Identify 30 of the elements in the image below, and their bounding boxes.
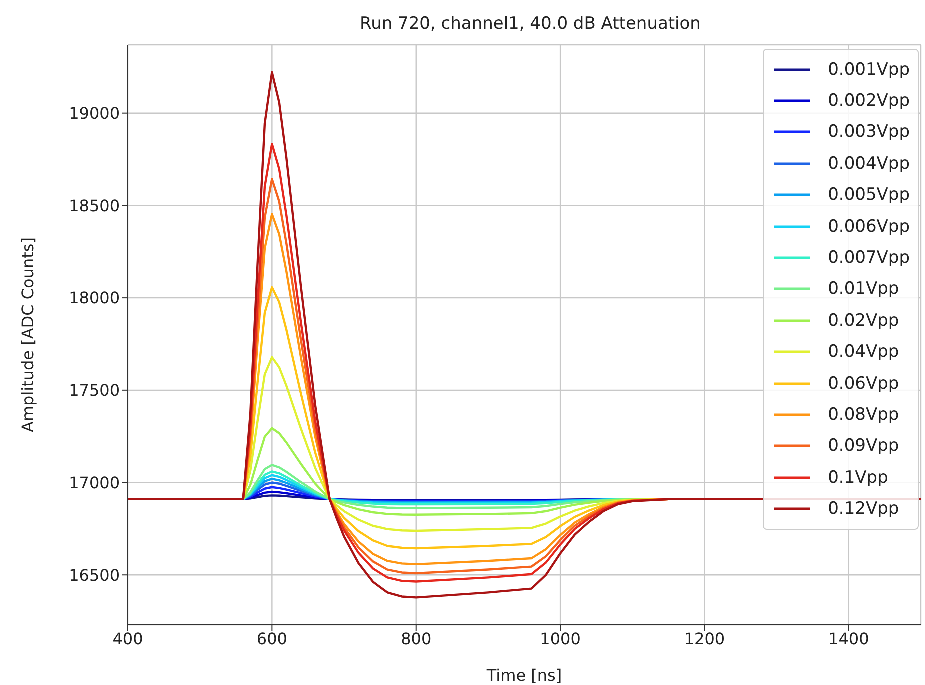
y-tick-label: 17000 (69, 473, 120, 492)
legend-label: 0.04Vpp (828, 342, 900, 362)
legend-label: 0.005Vpp (828, 185, 910, 206)
legend-label: 0.006Vpp (828, 216, 910, 237)
legend-label: 0.1Vpp (828, 468, 888, 488)
legend-label: 0.002Vpp (828, 91, 910, 112)
chart-title: Run 720, channel1, 40.0 dB Attenuation (359, 14, 702, 34)
x-tick-label: 400 (112, 629, 144, 648)
x-tick-label: 1400 (828, 629, 870, 648)
y-tick-label: 17500 (69, 381, 120, 400)
y-tick-label: 16500 (69, 566, 120, 585)
legend-label: 0.02Vpp (828, 310, 900, 331)
legend-label: 0.007Vpp (828, 248, 910, 268)
legend-label: 0.004Vpp (828, 154, 910, 174)
legend-label: 0.003Vpp (828, 122, 910, 142)
legend-label: 0.001Vpp (828, 60, 910, 80)
y-tick-label: 18500 (69, 196, 120, 216)
x-tick-label: 800 (401, 629, 432, 648)
y-axis-title: Amplitude [ADC Counts] (18, 238, 38, 432)
legend-label: 0.08Vpp (828, 404, 900, 425)
x-tick-label: 1200 (684, 629, 726, 648)
legend-label: 0.12Vpp (828, 499, 900, 520)
legend-label: 0.09Vpp (828, 436, 900, 456)
x-axis-title: Time [ns] (486, 666, 562, 685)
y-tick-label: 18000 (69, 288, 120, 308)
x-tick-label: 1000 (540, 629, 581, 648)
legend-label: 0.01Vpp (828, 279, 900, 300)
x-tick-label: 600 (256, 629, 288, 648)
legend-label: 0.06Vpp (828, 374, 900, 394)
y-tick-label: 19000 (69, 104, 120, 124)
